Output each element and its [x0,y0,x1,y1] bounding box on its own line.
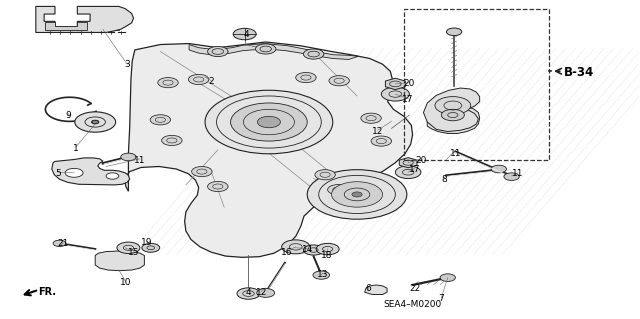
Text: 15: 15 [128,248,140,257]
Text: 20: 20 [404,79,415,88]
Circle shape [316,243,339,255]
Circle shape [435,97,470,115]
Circle shape [106,173,119,179]
Polygon shape [365,285,387,294]
Circle shape [150,115,171,125]
Circle shape [53,240,66,247]
Polygon shape [385,78,405,90]
Text: 14: 14 [301,245,313,254]
Circle shape [491,165,506,173]
Text: B-34: B-34 [564,66,595,79]
Circle shape [303,49,324,59]
Circle shape [315,170,335,180]
Text: 6: 6 [365,284,371,293]
Text: 11: 11 [450,149,461,158]
Text: 17: 17 [403,95,414,104]
Polygon shape [428,106,479,133]
Text: FR.: FR. [38,287,56,297]
Polygon shape [125,42,413,257]
Circle shape [237,288,260,299]
Bar [404,9,548,160]
Polygon shape [95,251,145,271]
Text: SEA4–M0200: SEA4–M0200 [383,300,442,309]
Text: 12: 12 [255,288,267,297]
Circle shape [442,109,465,121]
Circle shape [121,153,136,161]
Circle shape [307,170,407,219]
Text: 13: 13 [317,270,328,279]
Circle shape [255,44,276,54]
Circle shape [396,166,421,179]
Circle shape [205,90,333,154]
Circle shape [188,74,209,85]
Polygon shape [36,6,134,33]
Circle shape [282,240,310,254]
Text: 10: 10 [120,278,132,287]
Circle shape [257,116,280,128]
Text: 3: 3 [124,60,130,69]
Text: 12: 12 [372,127,383,136]
Text: 18: 18 [321,251,332,260]
Text: 20: 20 [415,156,427,165]
Circle shape [142,243,160,252]
Text: 21: 21 [58,239,69,248]
Text: 4: 4 [246,288,252,297]
Circle shape [296,72,316,83]
Circle shape [303,245,324,255]
Circle shape [329,76,349,86]
Circle shape [230,103,307,141]
Text: 22: 22 [409,284,420,293]
Circle shape [233,28,256,40]
Text: 9: 9 [65,111,71,120]
Circle shape [92,120,99,124]
Circle shape [65,168,83,177]
Polygon shape [399,158,417,168]
Circle shape [328,185,348,195]
Circle shape [207,182,228,192]
Circle shape [75,112,116,132]
Circle shape [504,173,519,181]
Text: 8: 8 [441,175,447,184]
Polygon shape [52,158,130,185]
Text: 11: 11 [134,156,146,165]
Circle shape [440,274,456,281]
Text: 19: 19 [141,238,152,247]
Circle shape [158,78,178,88]
Text: 4: 4 [244,30,250,39]
Polygon shape [45,22,87,30]
Circle shape [332,182,383,207]
Text: 11: 11 [512,169,524,178]
Circle shape [207,47,228,56]
Circle shape [191,167,212,177]
Text: 17: 17 [409,165,420,174]
Circle shape [257,288,275,297]
Text: 7: 7 [438,294,444,303]
Circle shape [447,28,462,36]
Text: 5: 5 [55,169,61,178]
Text: 2: 2 [209,77,214,86]
Circle shape [361,113,381,123]
Circle shape [313,271,330,279]
Polygon shape [189,44,358,59]
Circle shape [162,135,182,145]
Circle shape [371,136,392,146]
Circle shape [352,192,362,197]
Circle shape [117,242,140,254]
Circle shape [440,113,468,127]
Text: 16: 16 [281,248,292,257]
Text: 1: 1 [73,144,79,153]
Polygon shape [424,88,479,131]
Circle shape [381,87,410,101]
